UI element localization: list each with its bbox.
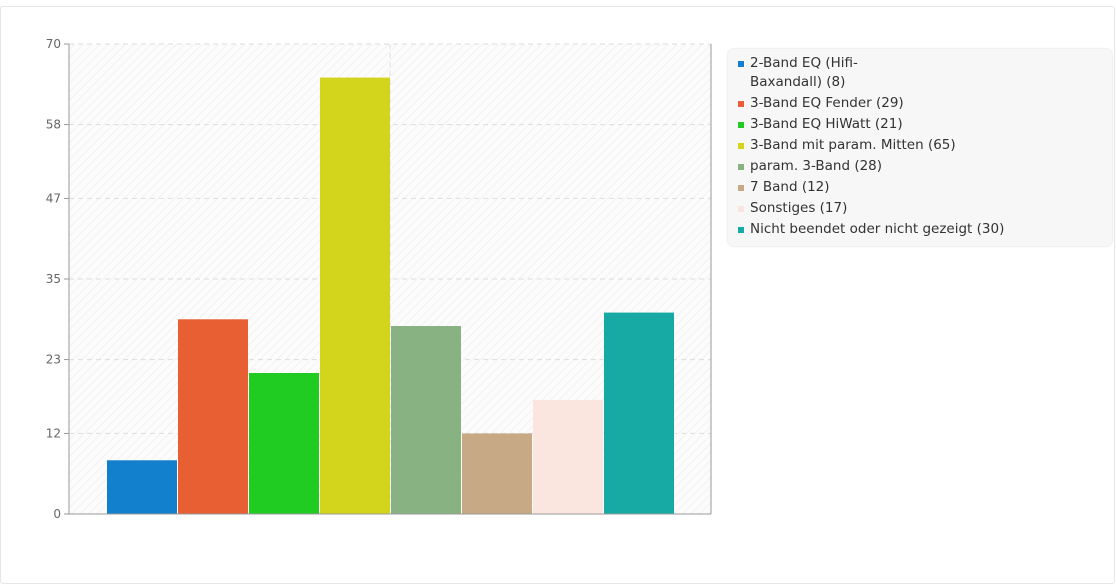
legend-label: 3-Band mit param. Mitten (65) [750,137,956,153]
legend-label: 3-Band EQ Fender (29) [750,95,904,111]
legend-label: Sonstiges (17) [750,200,848,216]
legend-label: 3-Band EQ HiWatt (21) [750,116,903,132]
y-tick-label: 23 [46,353,61,367]
legend-swatch [738,227,744,233]
legend-item[interactable]: 3-Band EQ HiWatt (21) [728,114,1112,135]
legend-item[interactable]: Sonstiges (17) [728,198,1112,219]
y-axis-ticks: 0 12 23 35 47 58 70 [46,37,69,521]
y-tick-label: 70 [46,37,61,51]
legend-swatch [738,61,744,67]
legend-item[interactable]: 2-Band EQ (Hifi-Baxandall) (8) [728,53,1112,93]
legend-item[interactable]: 3-Band EQ Fender (29) [728,93,1112,114]
legend-item[interactable]: 7 Band (12) [728,177,1112,198]
bar-3[interactable] [249,373,319,514]
bars [107,77,674,515]
legend-label: 7 Band (12) [750,179,830,195]
bar-chart: 0 12 23 35 47 58 70 [46,37,712,521]
bar-7[interactable] [533,399,603,514]
legend-swatch [738,122,744,128]
legend-swatch [738,101,744,107]
bar-2[interactable] [178,319,248,514]
legend-item[interactable]: 3-Band mit param. Mitten (65) [728,135,1112,156]
bar-5[interactable] [391,326,461,514]
legend-swatch [738,185,744,191]
bar-8[interactable] [604,312,674,514]
legend-item[interactable]: param. 3-Band (28) [728,156,1112,177]
y-tick-label: 0 [53,507,61,521]
legend-swatch [738,206,744,212]
bar-6[interactable] [462,433,532,514]
y-tick-label: 47 [46,191,61,205]
legend-item[interactable]: Nicht beendet oder nicht gezeigt (30) [728,219,1112,240]
legend-label: Nicht beendet oder nicht gezeigt (30) [750,221,1005,237]
legend-swatch [738,143,744,149]
bar-4[interactable] [320,77,390,515]
legend: 2-Band EQ (Hifi-Baxandall) (8) 3-Band EQ … [728,49,1112,246]
y-tick-label: 58 [46,118,61,132]
legend-swatch [738,164,744,170]
legend-label: 2-Band EQ (Hifi-Baxandall) (8) [750,55,858,90]
bar-1[interactable] [107,460,177,514]
y-tick-label: 35 [46,272,61,286]
legend-label: param. 3-Band (28) [750,158,883,174]
chart-panel: 0 12 23 35 47 58 70 2-Band EQ (Hifi-Baxandall)… [0,6,1115,584]
y-tick-label: 12 [46,426,61,440]
